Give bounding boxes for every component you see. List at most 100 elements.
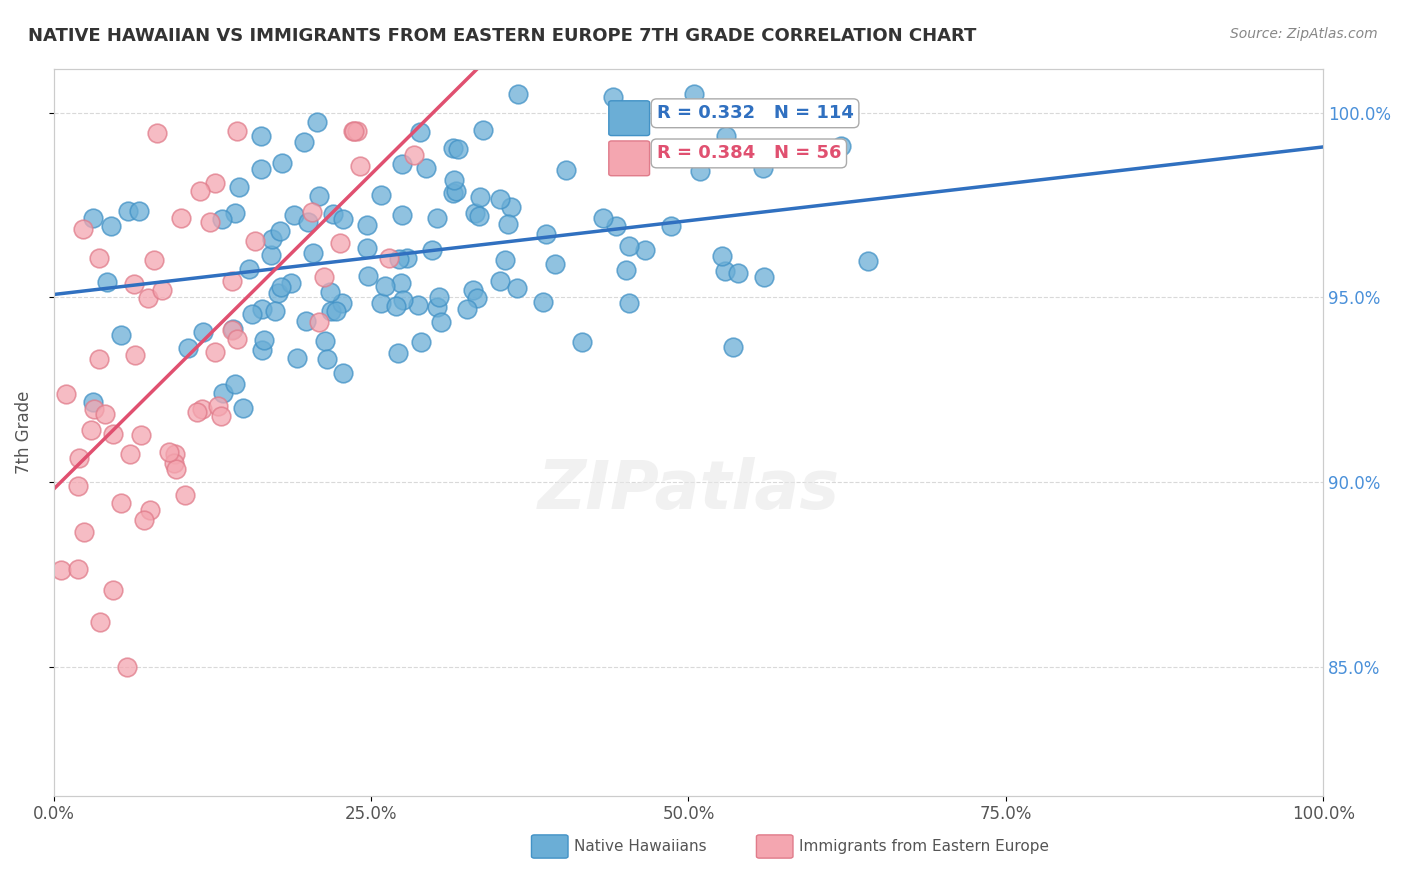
Point (163, 456, 186, 470)
Point (408, 298, 430, 312)
Point (571, 334, 593, 349)
Point (308, 315, 330, 329)
Text: Source: ZipAtlas.com: Source: ZipAtlas.com (1230, 27, 1378, 41)
Point (212, 385, 235, 400)
Point (224, 377, 246, 392)
Point (100, 219, 122, 233)
Point (489, 192, 512, 206)
Point (374, 279, 396, 293)
Point (377, 251, 399, 265)
Point (211, 212, 233, 227)
Point (191, 325, 214, 339)
Point (444, 184, 467, 198)
Point (356, 219, 378, 233)
Point (443, 172, 465, 186)
Point (506, 87, 529, 102)
Point (465, 291, 488, 305)
Text: R = 0.384   N = 56: R = 0.384 N = 56 (657, 145, 841, 162)
Point (221, 322, 243, 336)
Point (332, 211, 354, 226)
Point (370, 295, 392, 310)
Point (285, 351, 308, 365)
Point (619, 239, 641, 253)
Point (430, 315, 453, 329)
Point (267, 285, 290, 300)
Point (82, 395, 104, 409)
Point (117, 204, 139, 219)
Point (80, 423, 103, 437)
Point (472, 123, 495, 137)
Text: R = 0.332   N = 114: R = 0.332 N = 114 (657, 104, 853, 122)
Point (67, 562, 90, 576)
Point (505, 280, 527, 294)
Point (605, 219, 627, 234)
Point (89, 252, 111, 266)
Point (544, 257, 567, 271)
Point (830, 139, 852, 153)
Point (456, 301, 478, 316)
Point (711, 248, 734, 262)
Point (387, 346, 409, 360)
Point (305, 115, 328, 129)
Point (531, 294, 554, 309)
Point (308, 189, 330, 203)
Point (714, 129, 737, 144)
Point (322, 207, 344, 221)
Point (689, 163, 711, 178)
Point (659, 219, 682, 233)
Point (461, 283, 484, 297)
Point (319, 285, 342, 299)
Point (415, 161, 437, 175)
Point (260, 232, 283, 246)
Point (312, 270, 335, 285)
Point (94, 407, 117, 421)
Point (204, 345, 226, 359)
Point (332, 367, 354, 381)
Point (342, 124, 364, 138)
Point (534, 227, 557, 242)
Point (129, 428, 152, 442)
Point (83, 402, 105, 417)
Point (592, 211, 614, 226)
Point (329, 235, 352, 250)
Point (96, 275, 118, 289)
Point (555, 162, 578, 177)
Point (271, 156, 294, 170)
Text: Native Hawaiians: Native Hawaiians (574, 839, 706, 854)
Point (297, 215, 319, 229)
Point (342, 124, 364, 138)
Point (426, 301, 449, 315)
Point (110, 496, 132, 510)
Point (264, 304, 287, 318)
Point (470, 190, 492, 204)
Point (207, 399, 229, 413)
Point (441, 141, 464, 155)
Point (714, 264, 737, 278)
Point (270, 280, 292, 294)
Point (283, 207, 305, 221)
Point (128, 204, 150, 219)
Point (357, 269, 380, 284)
Point (464, 206, 486, 220)
Point (392, 293, 415, 307)
Point (170, 211, 193, 225)
Point (250, 343, 273, 357)
Point (494, 252, 516, 267)
Point (224, 205, 246, 219)
Point (391, 208, 413, 222)
Point (72, 221, 94, 235)
Point (118, 447, 141, 461)
Point (240, 307, 263, 321)
Point (269, 224, 291, 238)
Point (330, 296, 353, 310)
Point (427, 290, 450, 304)
Point (391, 156, 413, 170)
Point (142, 253, 165, 268)
Point (468, 209, 491, 223)
Point (132, 513, 155, 527)
Point (858, 254, 880, 268)
Y-axis label: 7th Grade: 7th Grade (15, 391, 32, 474)
Point (389, 277, 412, 291)
Text: NATIVE HAWAIIAN VS IMMIGRANTS FROM EASTERN EUROPE 7TH GRADE CORRELATION CHART: NATIVE HAWAIIAN VS IMMIGRANTS FROM EASTE… (28, 27, 977, 45)
Point (67, 450, 90, 465)
